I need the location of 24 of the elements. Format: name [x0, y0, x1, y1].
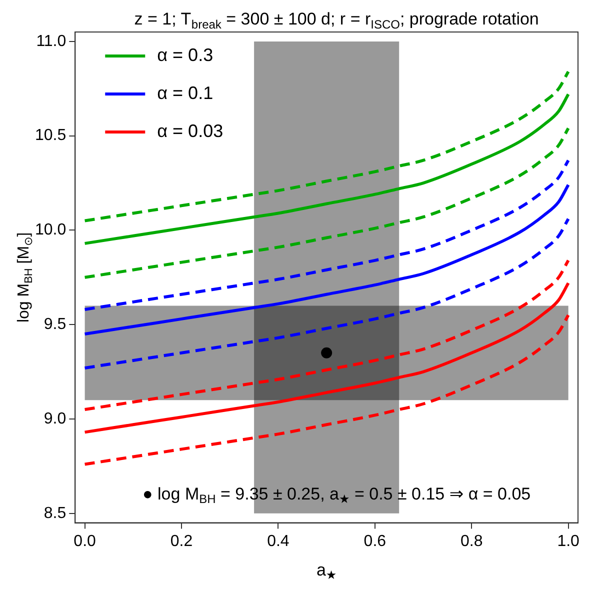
x-tick-label: 1.0 — [557, 532, 580, 550]
y-tick-label: 10.0 — [35, 222, 66, 239]
x-axis-title: a★ — [316, 560, 337, 582]
x-tick-label: 0.2 — [170, 532, 193, 550]
line-series — [83, 70, 570, 222]
legend-label: α = 0.03 — [157, 120, 224, 141]
y-tick-label: 9.5 — [44, 316, 66, 333]
legend-label: α = 0.3 — [157, 44, 214, 65]
line-series — [83, 158, 570, 311]
y-tick-label: 10.5 — [35, 127, 66, 144]
line-series — [83, 258, 570, 412]
y-axis-title: log MBH [M⊙] — [15, 232, 35, 323]
line-series — [83, 183, 570, 336]
line-series — [83, 282, 570, 434]
line-series — [83, 314, 570, 466]
x-tick-label: 0.8 — [460, 532, 483, 550]
y-tick-label: 8.5 — [44, 504, 66, 522]
y-tick-label: 9.0 — [44, 410, 66, 428]
x-tick-label: 0.0 — [74, 532, 96, 550]
legend-label: α = 0.1 — [157, 82, 214, 103]
y-tick-label: 11.0 — [36, 32, 66, 50]
line-series — [83, 217, 570, 370]
x-tick-label: 0.4 — [267, 532, 290, 550]
x-tick-label: 0.6 — [364, 532, 386, 550]
